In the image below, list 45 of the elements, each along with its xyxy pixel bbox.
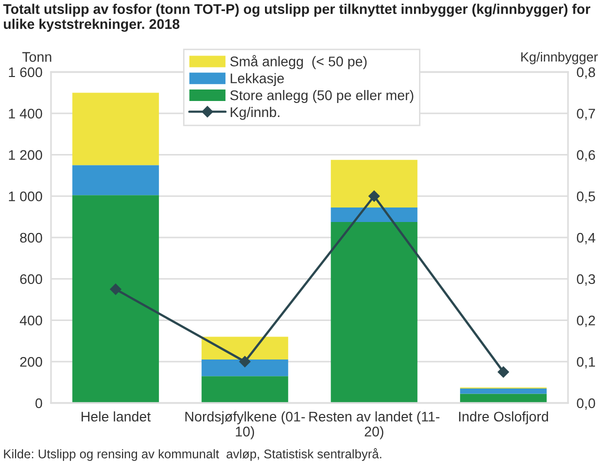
y2-tick-label: 0,8 [576,67,596,79]
bar [202,336,288,360]
text: Kilde: Utslipp og rensing av kommunalt avløp, Statistisk sentralbyrå. [4,448,382,461]
point [368,190,380,202]
legend-label: Små anlegg (< 50 pe) [230,55,367,70]
y-tick-label: 200 [20,356,42,367]
bar [72,195,159,403]
bar [460,388,547,394]
point [238,356,251,368]
x-tick-label: Hele landet [82,411,151,422]
legend-label: Lekkasje [230,73,284,86]
bar [330,208,418,222]
bar [202,360,288,376]
y-axis-title: Tonn [22,52,52,62]
y-tick-label: 800 [20,232,42,243]
y-tick-label: 1 600 [8,67,42,78]
bar [330,222,418,403]
y2-tick-label: 0,0 [576,398,596,410]
legend-label: Kg/innb. [230,106,280,120]
y-tick-label: 0 [35,398,42,408]
bar [72,92,159,166]
y2-tick-label: 0,5 [576,191,596,203]
y2-axis-title: Kg/innbygger [521,52,598,64]
bar [330,160,418,208]
y-tick-label: 600 [20,274,42,284]
y2-tick-label: 0,1 [576,356,595,368]
y-tick-label: 1 200 [8,150,42,160]
bar [72,165,159,196]
y2-tick-label: 0,3 [576,274,596,286]
chart-title: Totalt utslipp av fosfor (tonn TOT-P) og utslipp per tilknyttet innbygger (kg/innbygger) for ulike kyststrekninger. 2018 [3,4,590,32]
y2-tick-label: 0,7 [576,108,595,120]
x-tick-label: Resten av landet (11- 20) [309,411,440,440]
y2-tick-label: 0,4 [576,232,596,244]
x-tick-label: Indre Oslofjord [459,411,548,424]
bar [202,376,288,403]
x-tick-label: Nordsjøfylkene (01- 10) [185,411,305,440]
y-tick-label: 400 [20,316,42,326]
y2-tick-label: 0,6 [576,150,596,162]
y-tick-label: 1 000 [8,191,42,202]
y2-tick-label: 0,2 [576,316,595,328]
bar [460,394,547,403]
y-tick-label: 1 400 [8,108,42,119]
legend-label: Store anlegg (50 pe eller mer) [230,90,414,103]
point [110,283,122,296]
point [497,366,510,378]
